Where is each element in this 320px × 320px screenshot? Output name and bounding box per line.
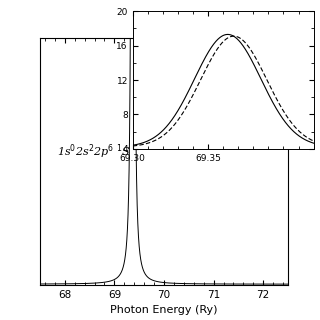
X-axis label: Photon Energy (Ry): Photon Energy (Ry) xyxy=(110,305,218,315)
Text: 1s$^0$2s$^2$2p$^6$ $^1$S: 1s$^0$2s$^2$2p$^6$ $^1$S xyxy=(57,142,131,161)
